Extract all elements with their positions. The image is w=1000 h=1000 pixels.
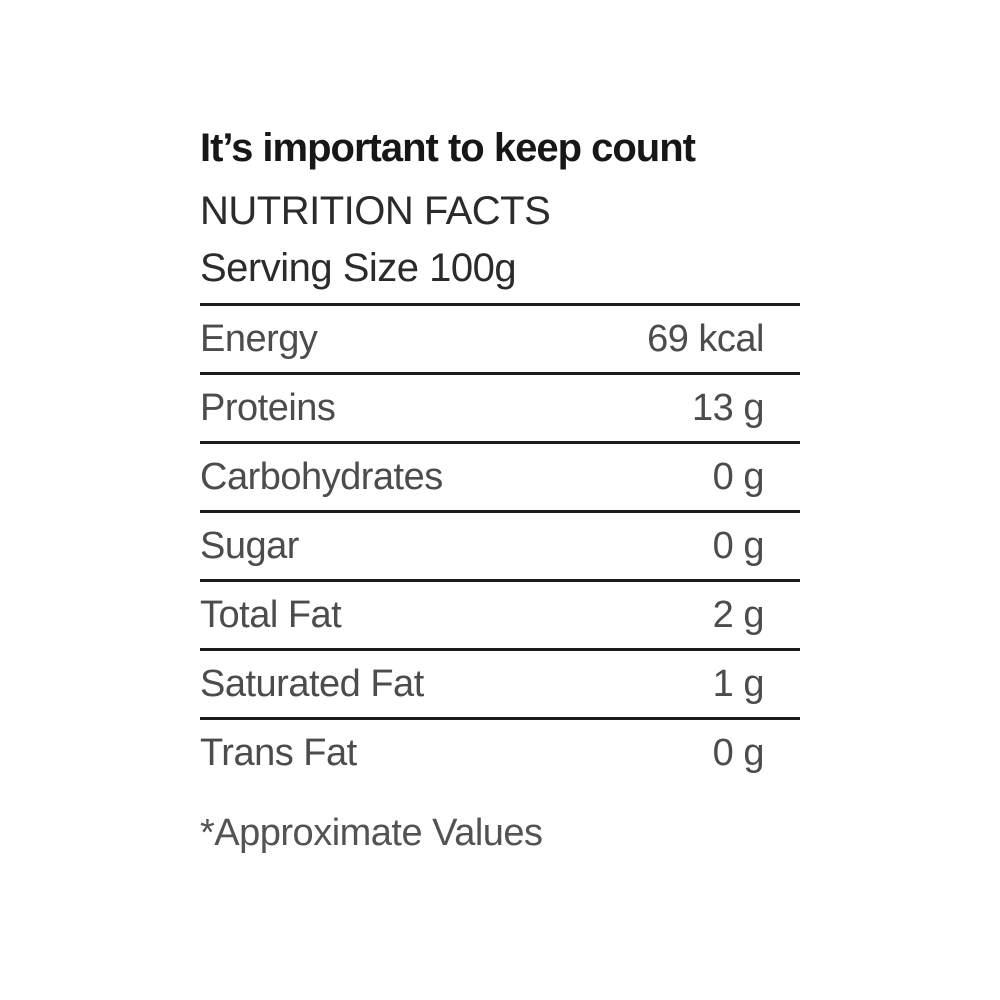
row-label: Saturated Fat [200, 662, 424, 705]
row-label: Total Fat [200, 593, 342, 636]
table-row-total-fat: Total Fat 2 g [200, 579, 800, 648]
table-row-saturated-fat: Saturated Fat 1 g [200, 648, 800, 717]
row-value: 1 g [712, 662, 765, 705]
table-row-carbohydrates: Carbohydrates 0 g [200, 441, 800, 510]
row-value: 0 g [712, 731, 765, 774]
row-value: 13 g [692, 386, 764, 429]
row-label: Proteins [200, 386, 336, 429]
row-value: 2 g [712, 593, 765, 636]
table-row-proteins: Proteins 13 g [200, 372, 800, 441]
row-label: Sugar [200, 524, 299, 567]
nutrition-table: Energy 69 kcal Proteins 13 g Carbohydrat… [200, 303, 800, 786]
nutrition-facts-heading: NUTRITION FACTS [200, 189, 551, 233]
row-value: 69 kcal [647, 317, 764, 360]
approximate-values-footnote: *Approximate Values [200, 812, 543, 854]
row-value: 0 g [712, 524, 765, 567]
table-row-energy: Energy 69 kcal [200, 303, 800, 372]
serving-size-text: Serving Size 100g [200, 246, 517, 290]
table-row-sugar: Sugar 0 g [200, 510, 800, 579]
row-label: Trans Fat [200, 731, 357, 774]
row-value: 0 g [712, 455, 765, 498]
tagline-text: It’s important to keep count [200, 126, 696, 170]
row-label: Energy [200, 317, 318, 360]
table-row-trans-fat: Trans Fat 0 g [200, 717, 800, 786]
row-label: Carbohydrates [200, 455, 443, 498]
